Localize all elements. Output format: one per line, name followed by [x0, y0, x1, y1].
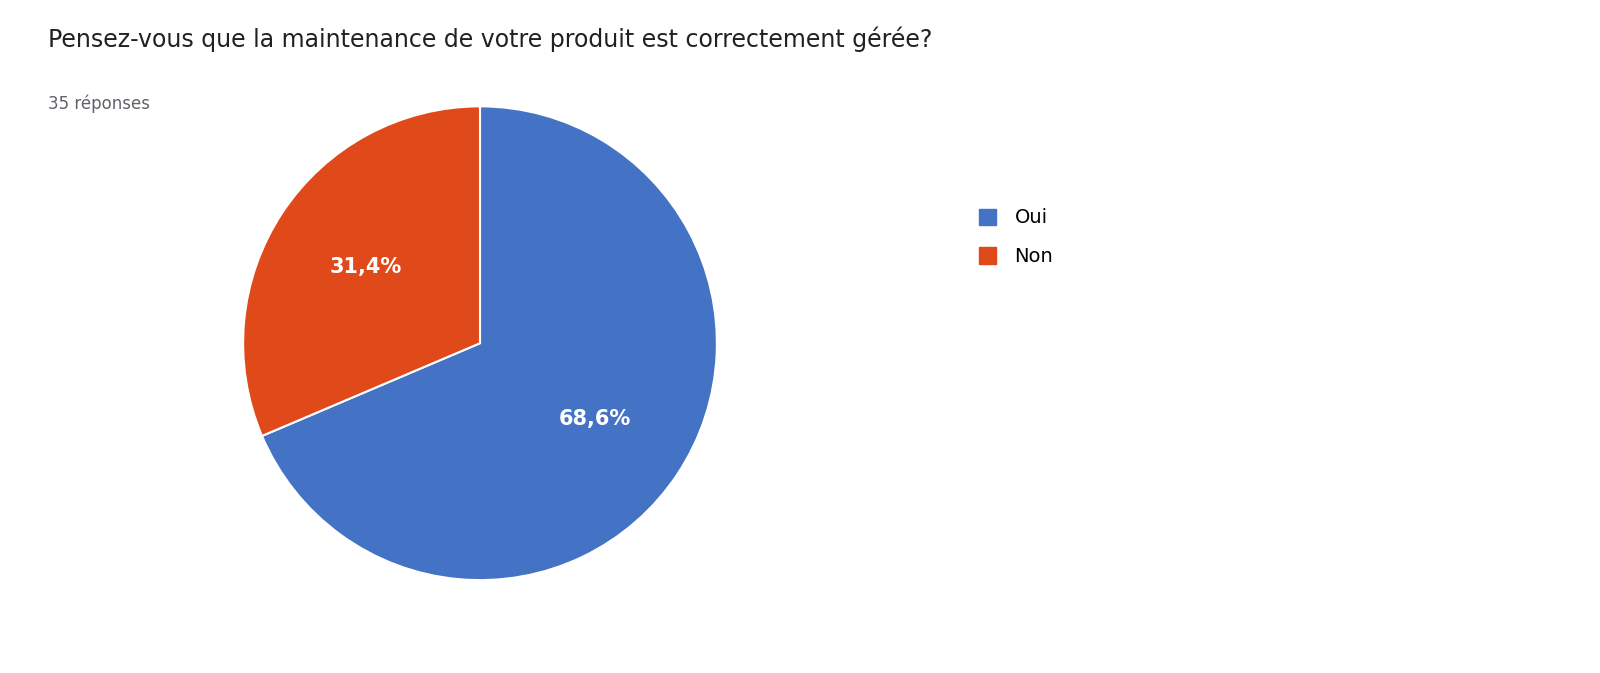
Wedge shape — [262, 106, 717, 580]
Legend: Oui, Non: Oui, Non — [970, 198, 1062, 276]
Text: 35 réponses: 35 réponses — [48, 94, 150, 112]
Text: Pensez-vous que la maintenance de votre produit est correctement gérée?: Pensez-vous que la maintenance de votre … — [48, 27, 933, 52]
Wedge shape — [243, 106, 480, 436]
Text: 31,4%: 31,4% — [330, 258, 402, 277]
Text: 68,6%: 68,6% — [558, 409, 630, 429]
